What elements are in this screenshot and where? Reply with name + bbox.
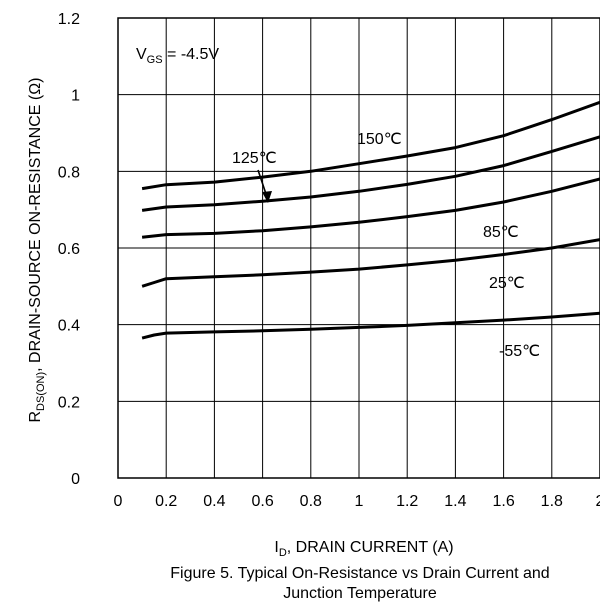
series-group bbox=[141, 100, 600, 340]
grid bbox=[118, 18, 600, 478]
x-tick-label: 1.8 bbox=[541, 493, 563, 510]
y-tick-label: 0.8 bbox=[58, 164, 80, 181]
x-tick-label: 1.4 bbox=[444, 493, 466, 510]
x-axis-title: ID, DRAIN CURRENT (A) bbox=[274, 539, 453, 559]
label-25c: 25℃ bbox=[489, 275, 525, 292]
label-150c: 150℃ bbox=[357, 131, 402, 148]
y-tick-label: 0.4 bbox=[58, 318, 80, 335]
y-tick-label: 1.2 bbox=[58, 11, 80, 28]
series-line-4 bbox=[141, 311, 600, 340]
series-line-0 bbox=[141, 100, 600, 191]
figure-caption-line-1: Figure 5. Typical On-Resistance vs Drain… bbox=[170, 565, 550, 582]
series-line-1 bbox=[141, 135, 600, 212]
x-tick-label: 0 bbox=[114, 493, 123, 510]
y-tick-label: 1 bbox=[71, 88, 80, 105]
x-tick-label: 1.2 bbox=[396, 493, 418, 510]
x-tick-label: 2 bbox=[596, 493, 600, 510]
x-tick-label: 0.2 bbox=[155, 493, 177, 510]
x-tick-label: 0.8 bbox=[300, 493, 322, 510]
x-tick-label: 0.6 bbox=[251, 493, 273, 510]
y-tick-label: 0 bbox=[71, 471, 80, 488]
x-tick-label: 1 bbox=[355, 493, 364, 510]
series-line-2 bbox=[141, 177, 600, 239]
series-line-3 bbox=[141, 238, 600, 288]
label-125c-arrowhead bbox=[262, 191, 272, 203]
vgs-annotation: VGS = -4.5V bbox=[136, 46, 219, 66]
x-tick-label: 1.6 bbox=[492, 493, 514, 510]
label-m55c: -55℃ bbox=[499, 343, 540, 360]
figure-caption-line-2: Junction Temperature bbox=[283, 585, 437, 602]
x-tick-label: 0.4 bbox=[203, 493, 225, 510]
label-85c: 85℃ bbox=[483, 224, 519, 241]
y-tick-label: 0.6 bbox=[58, 241, 80, 258]
plot-frame bbox=[117, 17, 600, 479]
y-tick-label: 0.2 bbox=[58, 394, 80, 411]
label-125c: 125℃ bbox=[232, 150, 277, 167]
ticks: 0 0.2 0.4 0.6 0.8 1 1.2 1.4 1.6 1.8 2 0 0.2 0.4 0.6 0.8… bbox=[58, 11, 600, 510]
y-axis-title: RDS(ON), DRAIN-SOURCE ON-RESISTANCE (Ω) bbox=[27, 77, 47, 422]
